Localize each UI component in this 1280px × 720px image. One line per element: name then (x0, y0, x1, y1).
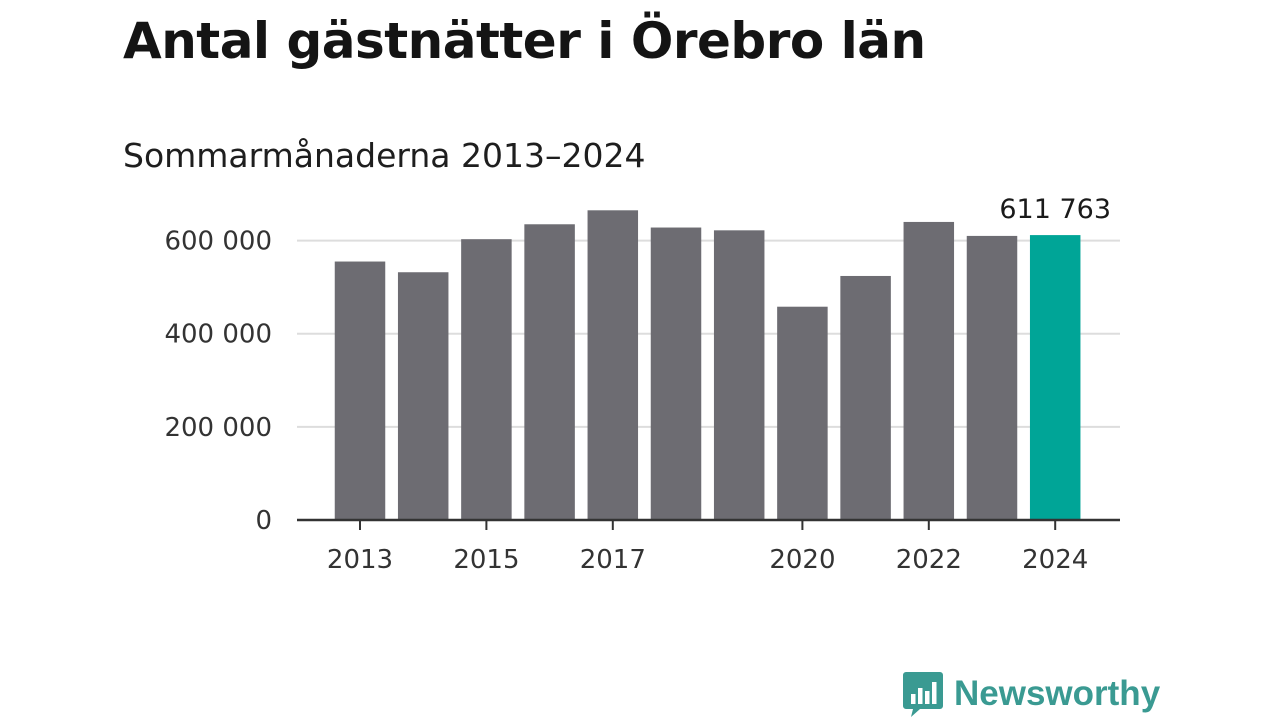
bar-2021 (840, 275, 891, 520)
brand-name: Newsworthy (954, 674, 1161, 713)
chart-subtitle: Sommarmånaderna 2013–2024 (123, 136, 646, 175)
x-tick-label: 2020 (769, 545, 835, 575)
newsworthy-logo-icon (903, 672, 943, 717)
x-tick-label: 2017 (580, 545, 646, 575)
brand: Newsworthy (902, 670, 1160, 718)
bar-2013 (334, 261, 386, 520)
x-tick-label: 2013 (327, 545, 393, 575)
y-tick-label: 400 000 (164, 320, 272, 350)
x-tick-label: 2024 (1022, 545, 1088, 575)
bar-2015 (461, 239, 512, 520)
bar-2022 (903, 221, 955, 520)
chart-title: Antal gästnätter i Örebro län (123, 12, 926, 70)
highlight-value-label: 611 763 (999, 194, 1111, 225)
y-tick-label: 600 000 (164, 227, 272, 257)
bar-2024 (1029, 235, 1081, 520)
bar-2019 (713, 230, 765, 520)
bar-2014 (397, 272, 449, 520)
axes: 0 200 000 400 000 600 000 611 763 2013 2015 201… (164, 194, 1120, 575)
x-tick-label: 2015 (453, 545, 519, 575)
bar-2023 (966, 235, 1018, 520)
bars (334, 210, 1081, 521)
y-tick-label: 0 (255, 506, 272, 536)
x-tick-label: 2022 (896, 545, 962, 575)
y-tick-label: 200 000 (164, 413, 272, 443)
bar-2020 (777, 306, 828, 520)
bar-2016 (524, 224, 575, 520)
bar-2018 (650, 227, 702, 520)
bar-2017 (587, 210, 639, 521)
